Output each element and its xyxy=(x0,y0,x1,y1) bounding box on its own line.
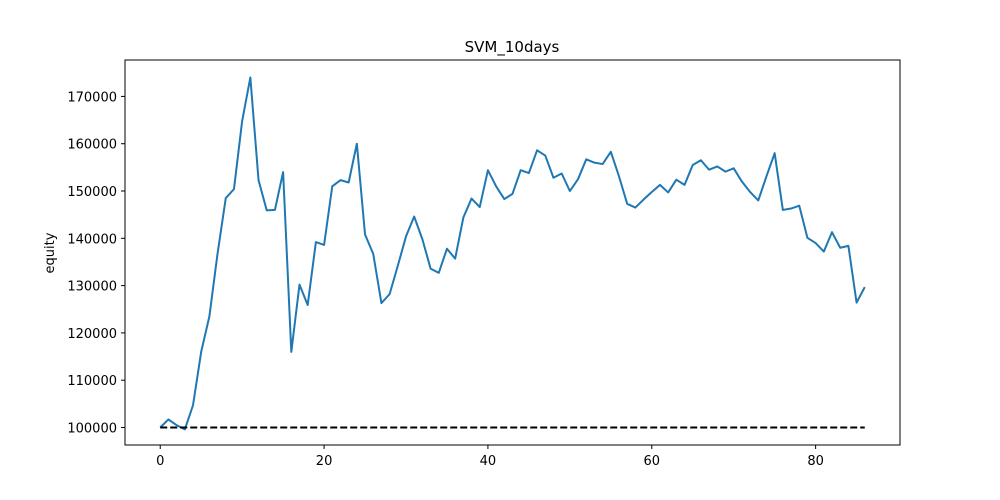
y-tick-label: 110000 xyxy=(67,374,117,389)
x-tick-label: 40 xyxy=(480,454,497,469)
y-tick-label: 130000 xyxy=(67,280,117,295)
series-layer xyxy=(159,76,866,431)
plot-area-frame xyxy=(124,59,901,446)
y-tick-label: 160000 xyxy=(67,138,117,153)
x-tick-label: 20 xyxy=(316,454,333,469)
equity-line xyxy=(159,76,866,431)
chart-title: SVM_10days xyxy=(465,38,560,57)
y-axis: 100000 110000 120000 130000 140000 150000 1600… xyxy=(67,90,125,437)
y-axis-label: equity xyxy=(43,232,58,273)
y-tick-label: 120000 xyxy=(67,327,117,342)
x-tick-label: 0 xyxy=(156,454,164,469)
x-tick-label: 80 xyxy=(807,454,824,469)
y-tick-label: 150000 xyxy=(67,185,117,200)
y-tick-label: 100000 xyxy=(67,422,117,437)
x-tick-label: 60 xyxy=(643,454,660,469)
y-tick-label: 140000 xyxy=(67,232,117,247)
x-axis: 0 20 40 60 80 xyxy=(156,445,824,469)
y-tick-label: 170000 xyxy=(67,90,117,105)
